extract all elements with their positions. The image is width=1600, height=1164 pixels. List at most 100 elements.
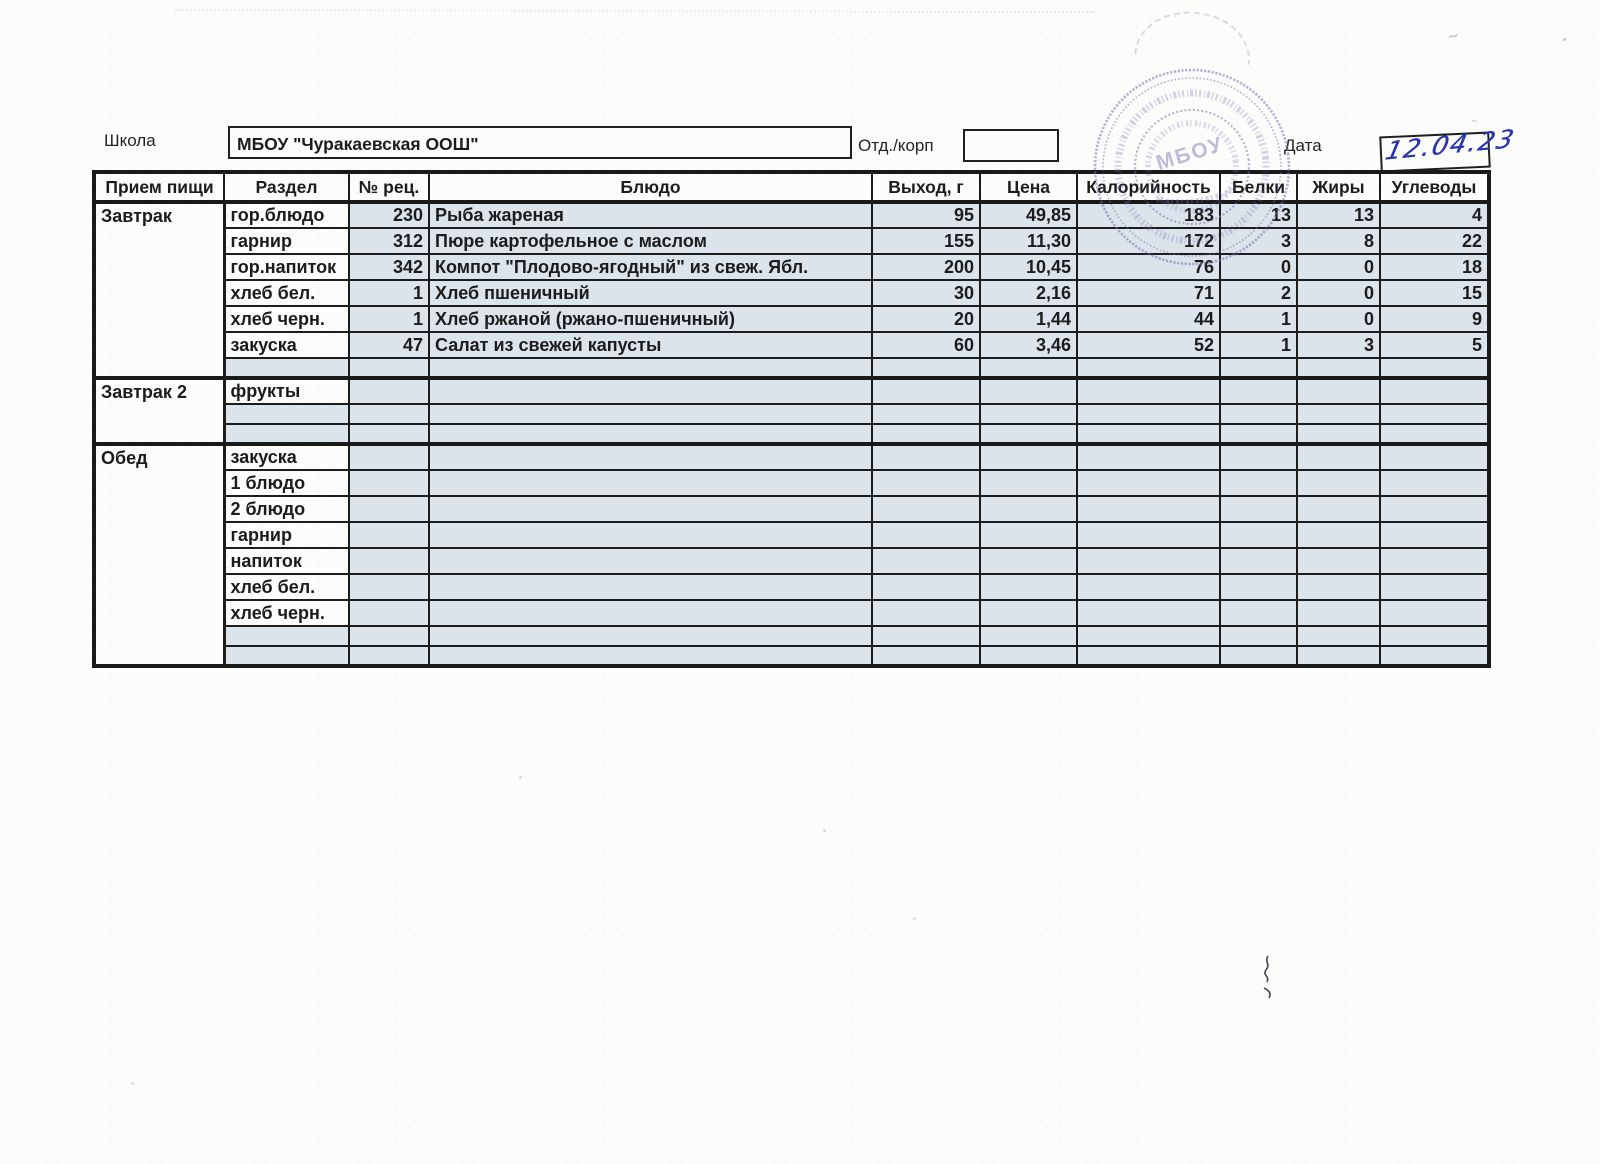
price-cell: 1,44 (979, 305, 1078, 333)
out-cell: 20 (871, 305, 981, 333)
carbs-cell (1379, 599, 1490, 627)
out-cell: 155 (871, 227, 981, 255)
col-header-protein: Белки (1219, 171, 1298, 204)
price-cell (979, 495, 1078, 523)
menu-row (94, 357, 1490, 379)
menu-row: 1 блюдо (94, 469, 1490, 497)
fat-cell: 3 (1296, 331, 1381, 359)
menu-row (94, 403, 1490, 425)
out-cell (871, 423, 981, 445)
kcal-cell (1076, 495, 1221, 523)
school-name-field[interactable]: МБОУ "Чуракаевская ООШ" (228, 126, 852, 159)
kcal-cell (1076, 376, 1221, 405)
price-cell (979, 376, 1078, 405)
kcal-cell (1076, 645, 1221, 667)
price-cell (979, 521, 1078, 549)
kcal-cell: 183 (1076, 200, 1221, 229)
rec-cell (348, 599, 430, 627)
carbs-cell (1379, 423, 1490, 445)
scan-arc-mark (1134, 7, 1254, 65)
col-header-kcal: Калорийность (1076, 171, 1221, 204)
fat-cell (1296, 599, 1381, 627)
dish-cell: Компот "Плодово-ягодный" из свеж. Ябл. (428, 253, 873, 281)
razdel-cell: хлеб черн. (223, 599, 350, 627)
rec-cell: 1 (348, 279, 430, 307)
razdel-cell: напиток (223, 547, 350, 575)
out-cell (871, 469, 981, 497)
kcal-cell (1076, 625, 1221, 647)
carbs-cell (1379, 495, 1490, 523)
razdel-cell (223, 625, 350, 647)
rec-cell (348, 625, 430, 647)
dept-label: Отд./корп (858, 136, 934, 155)
carbs-cell: 9 (1379, 305, 1490, 333)
scan-speck (823, 829, 826, 832)
meal-cell: Завтрак 2 (93, 376, 226, 445)
carbs-cell (1379, 573, 1490, 601)
menu-row: гор.напиток 342 Компот "Плодово-ягодный" и… (94, 253, 1490, 281)
protein-cell: 13 (1219, 200, 1298, 229)
dish-cell (428, 521, 873, 549)
fat-cell (1296, 357, 1381, 379)
price-cell: 2,16 (979, 279, 1078, 307)
kcal-cell: 71 (1076, 279, 1221, 307)
rec-cell: 230 (348, 200, 430, 229)
menu-row: закуска 47 Салат из свежей капусты 60 3,46 52… (94, 331, 1490, 359)
fat-cell (1296, 495, 1381, 523)
rec-cell (348, 521, 430, 549)
rec-cell (348, 423, 430, 445)
price-cell: 10,45 (979, 253, 1078, 281)
price-cell: 11,30 (979, 227, 1078, 255)
col-header-price: Цена (979, 171, 1078, 204)
rec-cell: 47 (348, 331, 430, 359)
rec-cell (348, 469, 430, 497)
meal-cell: Завтрак (93, 200, 226, 379)
out-cell (871, 442, 981, 471)
price-cell (979, 599, 1078, 627)
rec-cell (348, 495, 430, 523)
kcal-cell (1076, 599, 1221, 627)
dish-cell (428, 423, 873, 445)
out-cell (871, 599, 981, 627)
protein-cell (1219, 495, 1298, 523)
menu-row: хлеб бел. 1 Хлеб пшеничный 30 2,16 71 2 0 15 (94, 279, 1490, 307)
fat-cell (1296, 423, 1381, 445)
col-header-out: Выход, г (871, 171, 981, 204)
price-cell: 49,85 (979, 200, 1078, 229)
menu-row: 2 блюдо (94, 495, 1490, 523)
fat-cell: 0 (1296, 279, 1381, 307)
menu-row: хлеб бел. (94, 573, 1490, 601)
razdel-cell: закуска (223, 331, 350, 359)
menu-row: гарнир (94, 521, 1490, 549)
school-label: Школа (104, 131, 156, 150)
menu-row: хлеб черн. 1 Хлеб ржаной (ржано-пшеничный)… (94, 305, 1490, 333)
scan-speck (519, 776, 522, 779)
razdel-cell: хлеб бел. (223, 279, 350, 307)
kcal-cell: 52 (1076, 331, 1221, 359)
protein-cell: 0 (1219, 253, 1298, 281)
protein-cell: 1 (1219, 331, 1298, 359)
col-header-meal: Прием пищи (93, 171, 225, 204)
scan-speck (913, 917, 916, 920)
out-cell: 200 (871, 253, 981, 281)
out-cell (871, 403, 981, 425)
carbs-cell: 22 (1379, 227, 1490, 255)
razdel-cell: гор.напиток (223, 253, 350, 281)
rec-cell (348, 403, 430, 425)
fat-cell (1296, 521, 1381, 549)
date-field[interactable]: 12.04.23 (1379, 124, 1518, 173)
date-handwritten-value: 12.04.23 (1382, 123, 1519, 166)
menu-table-header: Прием пищи Раздел № рец. Блюдо Выход, г … (93, 171, 1490, 204)
carbs-cell (1379, 403, 1490, 425)
protein-cell (1219, 442, 1298, 471)
protein-cell (1219, 521, 1298, 549)
dept-field[interactable] (963, 129, 1059, 162)
carbs-cell (1379, 469, 1490, 497)
fat-cell (1296, 376, 1381, 405)
price-cell (979, 423, 1078, 445)
razdel-cell (223, 645, 350, 667)
dish-cell (428, 573, 873, 601)
out-cell (871, 495, 981, 523)
protein-cell (1219, 469, 1298, 497)
